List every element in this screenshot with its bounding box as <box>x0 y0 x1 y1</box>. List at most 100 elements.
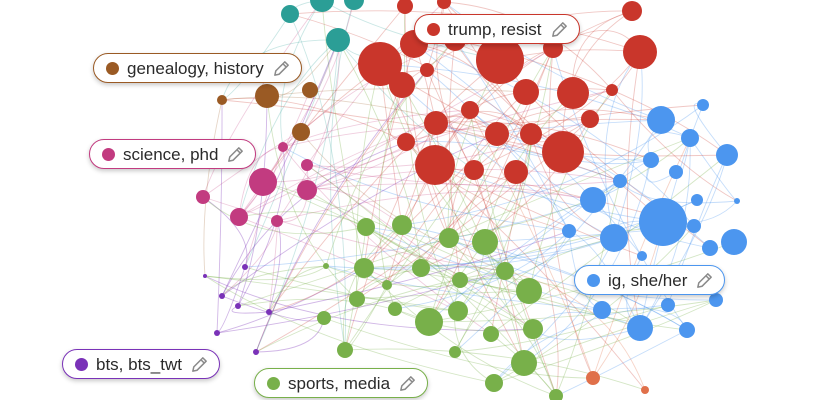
graph-node-sports[interactable] <box>496 262 514 280</box>
graph-node-ig[interactable] <box>627 315 653 341</box>
graph-node-ig[interactable] <box>562 224 576 238</box>
graph-node-ig[interactable] <box>691 194 703 206</box>
cluster-label-ig[interactable]: ig, she/her <box>574 265 726 295</box>
graph-node-science[interactable] <box>271 215 283 227</box>
graph-node-teal[interactable] <box>310 0 334 12</box>
graph-node-teal[interactable] <box>344 0 364 10</box>
graph-node-science[interactable] <box>249 168 277 196</box>
graph-node-ig[interactable] <box>639 198 687 246</box>
graph-node-sports[interactable] <box>382 280 392 290</box>
graph-node-science[interactable] <box>301 159 313 171</box>
graph-node-sports[interactable] <box>439 228 459 248</box>
cluster-label-sports[interactable]: sports, media <box>254 368 429 398</box>
cluster-label-bts[interactable]: bts, bts_twt <box>62 349 220 379</box>
graph-node-ig[interactable] <box>600 224 628 252</box>
graph-node-ig[interactable] <box>580 187 606 213</box>
graph-node-trump[interactable] <box>581 110 599 128</box>
graph-node-bts[interactable] <box>214 330 220 336</box>
graph-node-trump[interactable] <box>461 101 479 119</box>
graph-node-sports[interactable] <box>337 342 353 358</box>
pencil-icon[interactable] <box>398 374 417 393</box>
graph-node-ig[interactable] <box>669 165 683 179</box>
graph-node-bts[interactable] <box>266 309 272 315</box>
graph-node-teal[interactable] <box>326 28 350 52</box>
graph-node-trump[interactable] <box>464 160 484 180</box>
graph-node-science[interactable] <box>278 142 288 152</box>
graph-node-trump[interactable] <box>397 133 415 151</box>
graph-node-science[interactable] <box>297 180 317 200</box>
graph-node-trump[interactable] <box>513 79 539 105</box>
graph-node-trump[interactable] <box>389 72 415 98</box>
graph-node-trump[interactable] <box>520 123 542 145</box>
graph-node-bts[interactable] <box>235 303 241 309</box>
graph-node-sports[interactable] <box>354 258 374 278</box>
graph-node-ig[interactable] <box>647 106 675 134</box>
pencil-icon[interactable] <box>272 59 291 78</box>
graph-node-ig[interactable] <box>593 301 611 319</box>
graph-node-bts[interactable] <box>253 349 259 355</box>
graph-node-sports[interactable] <box>485 374 503 392</box>
pencil-icon[interactable] <box>226 145 245 164</box>
graph-node-sports[interactable] <box>323 263 329 269</box>
graph-node-sports[interactable] <box>483 326 499 342</box>
graph-node-ig[interactable] <box>637 251 647 261</box>
cluster-label-trump[interactable]: trump, resist <box>414 14 580 44</box>
graph-node-trump[interactable] <box>622 1 642 21</box>
graph-node-trump[interactable] <box>437 0 451 9</box>
graph-node-bts[interactable] <box>203 274 207 278</box>
pencil-icon[interactable] <box>190 355 209 374</box>
graph-node-trump[interactable] <box>415 145 455 185</box>
graph-node-trump[interactable] <box>397 0 413 14</box>
graph-node-ig[interactable] <box>643 152 659 168</box>
pencil-icon[interactable] <box>695 271 714 290</box>
graph-node-sports[interactable] <box>549 389 563 400</box>
graph-node-ig[interactable] <box>681 129 699 147</box>
graph-node-bts[interactable] <box>219 293 225 299</box>
graph-node-ig[interactable] <box>721 229 747 255</box>
graph-node-sports[interactable] <box>412 259 430 277</box>
graph-node-genealogy[interactable] <box>302 82 318 98</box>
graph-node-science[interactable] <box>196 190 210 204</box>
graph-node-sports[interactable] <box>523 319 543 339</box>
graph-node-ig[interactable] <box>679 322 695 338</box>
graph-node-ig[interactable] <box>734 198 740 204</box>
graph-node-bts[interactable] <box>242 264 248 270</box>
graph-node-sports[interactable] <box>448 301 468 321</box>
graph-node-ig[interactable] <box>697 99 709 111</box>
graph-node-trump[interactable] <box>485 122 509 146</box>
graph-node-ig[interactable] <box>661 298 675 312</box>
graph-node-ig[interactable] <box>716 144 738 166</box>
graph-node-sports[interactable] <box>516 278 542 304</box>
graph-node-sports[interactable] <box>415 308 443 336</box>
graph-node-sports[interactable] <box>511 350 537 376</box>
graph-node-sports[interactable] <box>317 311 331 325</box>
graph-node-genealogy[interactable] <box>292 123 310 141</box>
graph-node-trump[interactable] <box>476 36 524 84</box>
graph-node-trump[interactable] <box>542 131 584 173</box>
graph-node-trump[interactable] <box>606 84 618 96</box>
graph-node-sports[interactable] <box>472 229 498 255</box>
graph-node-orange[interactable] <box>641 386 649 394</box>
graph-node-teal[interactable] <box>281 5 299 23</box>
graph-node-sports[interactable] <box>349 291 365 307</box>
graph-node-trump[interactable] <box>420 63 434 77</box>
graph-node-ig[interactable] <box>709 293 723 307</box>
graph-node-ig[interactable] <box>613 174 627 188</box>
graph-node-sports[interactable] <box>452 272 468 288</box>
graph-node-ig[interactable] <box>702 240 718 256</box>
graph-node-sports[interactable] <box>392 215 412 235</box>
graph-node-sports[interactable] <box>388 302 402 316</box>
graph-node-trump[interactable] <box>623 35 657 69</box>
graph-node-sports[interactable] <box>449 346 461 358</box>
graph-node-sports[interactable] <box>357 218 375 236</box>
graph-node-trump[interactable] <box>504 160 528 184</box>
graph-node-trump[interactable] <box>358 42 402 86</box>
graph-node-genealogy[interactable] <box>217 95 227 105</box>
cluster-label-genealogy[interactable]: genealogy, history <box>93 53 302 83</box>
cluster-label-science[interactable]: science, phd <box>89 139 257 169</box>
graph-node-trump[interactable] <box>557 77 589 109</box>
pencil-icon[interactable] <box>550 20 569 39</box>
graph-node-orange[interactable] <box>586 371 600 385</box>
graph-node-ig[interactable] <box>687 219 701 233</box>
graph-node-trump[interactable] <box>424 111 448 135</box>
